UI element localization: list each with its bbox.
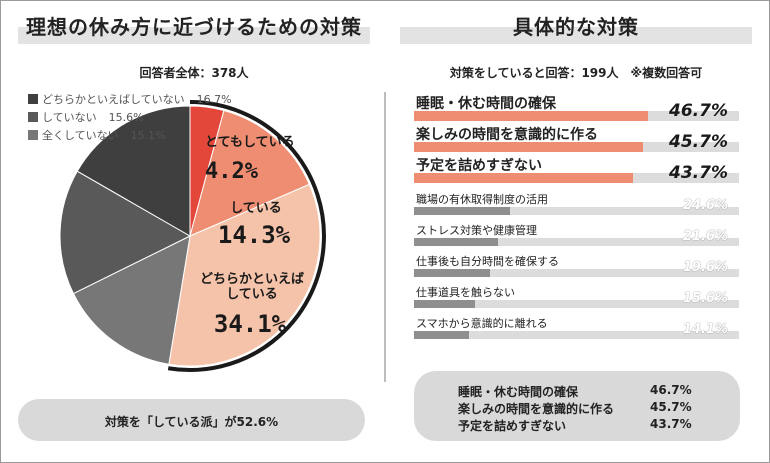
legend-swatch <box>28 112 38 122</box>
bar-value-label: 21.6% <box>682 229 728 244</box>
bar-category-label: 睡眠・休む時間の確保 <box>416 96 556 112</box>
bar-track <box>414 269 739 277</box>
legend-label: していない <box>42 111 97 124</box>
pie-slice-label: どちらかといえばしている <box>200 272 304 302</box>
pie-chart: とてもしている 4.2% している 14.3% どちらかといえばしている 34.1% <box>59 100 326 372</box>
summary-row-label: 予定を詰めすぎない <box>458 419 567 433</box>
bar <box>414 331 469 339</box>
legend-value: 15.1% <box>130 128 166 142</box>
positive-group-arc <box>167 100 326 372</box>
bar <box>414 207 510 215</box>
summary-row-label: 睡眠・休む時間の確保 <box>458 385 579 399</box>
legend-swatch <box>28 94 38 104</box>
bar-category-label: 予定を詰めすぎない <box>416 158 542 174</box>
summary-row-value: 46.7% <box>650 383 692 397</box>
legend-item: どちらかといえばしていない 16.7% <box>28 91 232 107</box>
right-summary-pill <box>414 371 740 441</box>
bar-value-label: 43.7% <box>669 163 728 183</box>
bar <box>414 173 633 183</box>
left-respondents: 回答者全体：378人 <box>139 66 249 80</box>
legend-label: どちらかといえばしていない <box>42 93 185 106</box>
pie-slice <box>72 235 191 365</box>
legend-label: 全くしていない <box>42 129 119 142</box>
bar-track <box>414 300 739 308</box>
bar-row: 楽しみの時間を意識的に作る 45.7% <box>414 126 740 152</box>
left-summary-pill <box>18 399 365 441</box>
left-title: 理想の休み方に近づけるための対策 <box>18 6 370 44</box>
panel-divider <box>384 92 386 382</box>
right-title: 具体的な対策 <box>400 6 752 44</box>
bar <box>414 142 643 152</box>
bar <box>414 111 648 121</box>
summary-row-label: 楽しみの時間を意識的に作る <box>458 402 615 416</box>
pie-value-label: 14.3% <box>218 221 291 249</box>
summary-row-value: 45.7% <box>650 400 692 414</box>
bar-row: 職場の有休取得制度の活用 24.6% <box>414 189 740 215</box>
bar-category-label: 職場の有休取得制度の活用 <box>416 193 548 206</box>
pie-slice-label: とてもしている <box>205 135 295 150</box>
bar-track <box>414 207 739 215</box>
bar <box>414 300 475 308</box>
bar-value-label: 45.7% <box>669 132 728 152</box>
bar-category-label: 仕事道具を触らない <box>416 286 515 299</box>
pie-slice <box>189 109 310 237</box>
pie-value-label: 34.1% <box>214 310 287 338</box>
bar-category-label: ストレス対策や健康管理 <box>416 224 537 237</box>
legend-swatch <box>28 130 38 140</box>
bar-value-label: 24.6% <box>682 198 728 213</box>
pie-value-label: 4.2% <box>205 159 259 184</box>
left-summary-text: 対策を「している派」が52.6% <box>104 415 279 429</box>
bar-row: 仕事道具を触らない 15.6% <box>414 282 740 308</box>
bar <box>414 269 491 277</box>
legend-value: 15.6% <box>108 110 144 124</box>
pie-slice <box>76 105 191 237</box>
bar <box>414 238 499 246</box>
bar-value-label: 15.6% <box>682 291 728 306</box>
bar-track <box>414 331 739 339</box>
bar-value-label: 14.1% <box>682 322 728 337</box>
bar-value-label: 46.7% <box>669 101 728 121</box>
bar-row: 睡眠・休む時間の確保 46.7% <box>414 95 740 121</box>
pie-slice-label: している <box>230 201 282 216</box>
bar-category-label: 楽しみの時間を意識的に作る <box>416 127 598 143</box>
pie-slice <box>59 170 192 295</box>
bar-value-label: 19.6% <box>682 260 728 275</box>
legend-value: 16.7% <box>196 92 232 106</box>
pie-slice <box>168 183 321 367</box>
bar-category-label: スマホから意識的に離れる <box>416 317 548 330</box>
right-respondents: 対策をしていると回答：199人 ※複数回答可 <box>449 66 703 80</box>
summary-row-value: 43.7% <box>650 417 692 431</box>
legend-item: 全くしていない 15.1% <box>28 127 166 143</box>
bar-row: ストレス対策や健康管理 21.6% <box>414 220 740 246</box>
bar-row: 予定を詰めすぎない 43.7% <box>414 157 740 183</box>
bar-category-label: 仕事後も自分時間を確保する <box>416 255 559 268</box>
bar-track <box>414 238 739 246</box>
bar-row: スマホから意識的に離れる 14.1% <box>414 313 740 339</box>
bar-row: 仕事後も自分時間を確保する 19.6% <box>414 251 740 277</box>
legend-item: していない 15.6% <box>28 109 144 125</box>
